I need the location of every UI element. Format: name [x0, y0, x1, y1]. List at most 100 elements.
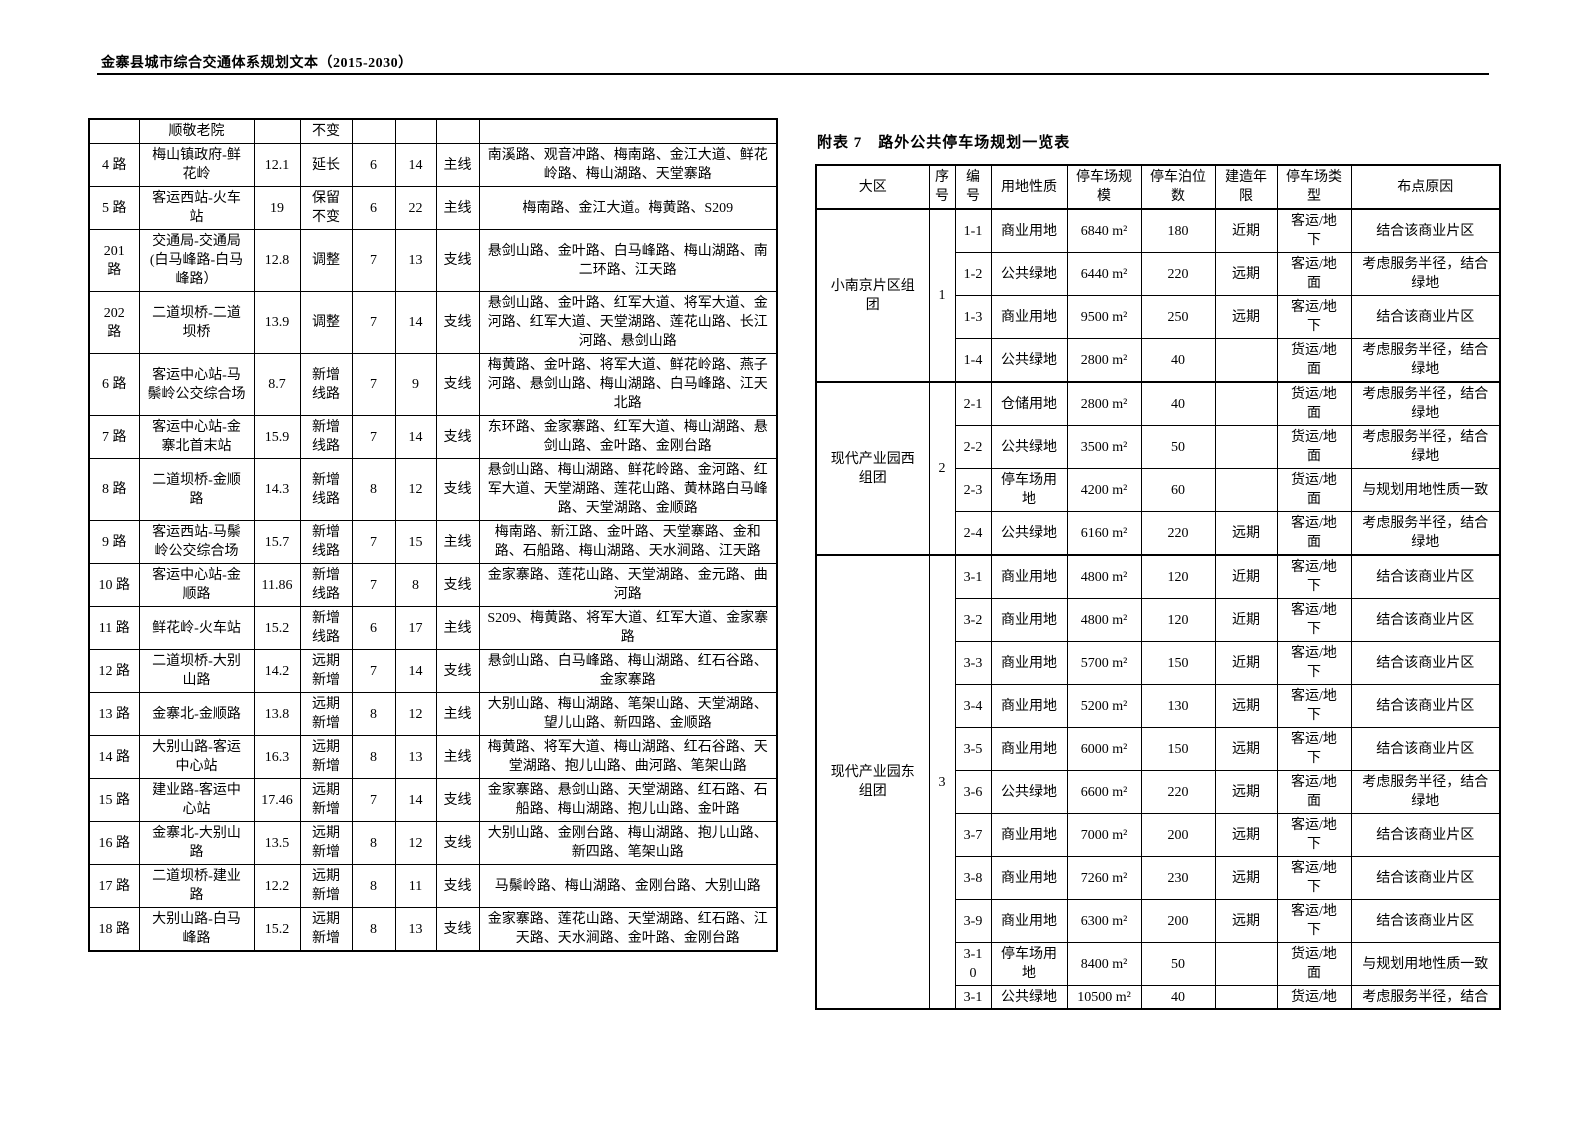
table-cell: 客运/地 下	[1276, 684, 1352, 728]
table-cell: 悬剑山路、梅山湖路、鲜花岭路、金河路、红军大道、天堂湖路、莲花山路、黄林路白马峰…	[478, 458, 778, 521]
table-cell: 8	[394, 563, 437, 607]
table-cell: 客运/地 面	[1276, 511, 1352, 556]
table-cell: 8	[351, 692, 396, 736]
table-cell: 13	[394, 229, 437, 292]
table-cell: 支线	[435, 821, 480, 865]
table-cell	[88, 118, 140, 144]
table-cell: 考虑服务半径，结合 绿地	[1350, 511, 1501, 556]
table-cell: 支线	[435, 907, 480, 952]
table-cell	[1214, 985, 1278, 1010]
table-cell: 二道坝桥-二道 坝桥	[138, 291, 255, 354]
table-cell: 15 路	[88, 778, 140, 822]
table-cell: 商业用地	[990, 641, 1068, 685]
table-cell: 2-1	[954, 381, 992, 426]
table-cell: 新增 线路	[299, 458, 353, 521]
table-cell: 4800 m²	[1066, 598, 1142, 642]
table-cell: 6 路	[88, 353, 140, 416]
table-cell: 40	[1140, 338, 1216, 383]
table-cell: 6300 m²	[1066, 899, 1142, 943]
table-cell: 220	[1140, 770, 1216, 814]
table-cell: 商业用地	[990, 208, 1068, 253]
table-cell: 商业用地	[990, 295, 1068, 339]
table-cell: 6600 m²	[1066, 770, 1142, 814]
table-cell: 14	[394, 291, 437, 354]
table-cell: 12 路	[88, 649, 140, 693]
table-cell	[1214, 381, 1278, 426]
table-cell: 50	[1140, 942, 1216, 986]
table-cell: 支线	[435, 458, 480, 521]
table-cell: 15	[394, 520, 437, 564]
parking-row: 2-3 停车场用 地 4200 m² 60 货运/地 面与规划用地性质一致	[816, 468, 1501, 512]
table-cell	[1214, 425, 1278, 469]
table-cell: 19	[253, 186, 301, 230]
table-cell: 7	[351, 229, 396, 292]
table-cell: 17 路	[88, 864, 140, 908]
table-cell: 8400 m²	[1066, 942, 1142, 986]
table-cell: 7260 m²	[1066, 856, 1142, 900]
table-cell: 5200 m²	[1066, 684, 1142, 728]
table-cell: 延长	[299, 143, 353, 187]
column-header: 停车泊位 数	[1140, 164, 1216, 210]
parking-row: 现代产业园西 组团 2 2-1 仓储用地 2800 m² 40 货运/地 面考虑服务半径，结…	[815, 381, 1501, 556]
table-cell: 7 路	[88, 415, 140, 459]
table-cell: 3-2	[954, 598, 992, 642]
table-cell: 远期	[1214, 770, 1278, 814]
table-cell: 17.46	[253, 778, 301, 822]
table-cell: 客运/地 下	[1276, 727, 1352, 771]
table-cell: 结合该商业片区	[1350, 684, 1501, 728]
table-cell: 大别山路-客运 中心站	[138, 735, 255, 779]
table-cell: 1-1	[954, 208, 992, 253]
table-cell	[1214, 338, 1278, 383]
column-header: 停车场规 模	[1066, 164, 1142, 210]
table-cell: 新增 线路	[299, 520, 353, 564]
table-cell: 商业用地	[990, 899, 1068, 943]
table-cell: 结合该商业片区	[1350, 813, 1501, 857]
table-cell: 客运/地 下	[1276, 598, 1352, 642]
bus-route-row: 8 路二道坝桥-金顺 路 14.3 新增 线路 8 12 支线 悬剑山路、梅山湖路、鲜花岭路…	[88, 458, 778, 521]
table-cell: 结合该商业片区	[1350, 727, 1501, 771]
table-cell: 8	[351, 821, 396, 865]
table-cell: 客运/地 下	[1276, 899, 1352, 943]
table-cell: 8	[351, 458, 396, 521]
table-cell	[1214, 468, 1278, 512]
table-cell: 3-3	[954, 641, 992, 685]
table-cell: 近期	[1214, 598, 1278, 642]
table-cell: 40	[1140, 985, 1216, 1010]
table-cell: 商业用地	[990, 727, 1068, 771]
column-header: 布点原因	[1350, 164, 1501, 210]
table-cell: 金家寨路、莲花山路、天堂湖路、金元路、曲河路	[478, 563, 778, 607]
table-cell: S209、梅黄路、将军大道、红军大道、金家寨路	[478, 606, 778, 650]
parking-table-body: 小南京片区组 团 1 1-1 商业用地 6840 m² 180 近期 客运/地 下结合该商业片…	[815, 208, 1501, 1010]
column-header: 用地性质	[990, 164, 1068, 210]
table-cell: 远期 新增	[299, 692, 353, 736]
table-cell: 远期	[1214, 252, 1278, 296]
table-cell: 40	[1140, 381, 1216, 426]
table-cell: 货运/地 面	[1276, 942, 1352, 986]
table-cell: 3-7	[954, 813, 992, 857]
table-cell: 150	[1140, 727, 1216, 771]
table-cell: 二道坝桥-建业 路	[138, 864, 255, 908]
table-cell: 230	[1140, 856, 1216, 900]
table-cell: 主线	[435, 692, 480, 736]
table-cell: 6000 m²	[1066, 727, 1142, 771]
sequence-cell: 3	[928, 554, 956, 1010]
table-cell: 远期	[1214, 295, 1278, 339]
table-cell: 梅南路、新江路、金叶路、天堂寨路、金和路、石船路、梅山湖路、天水涧路、江天路	[478, 520, 778, 564]
table-cell: 大别山路-白马 峰路	[138, 907, 255, 952]
table-cell: 主线	[435, 606, 480, 650]
parking-row: 3-6 公共绿地 6600 m² 220 远期 客运/地 面考虑服务半径，结合 绿地	[816, 770, 1501, 814]
table-cell: 10500 m²	[1066, 985, 1142, 1010]
table-cell: 11.86	[253, 563, 301, 607]
table-cell: 3-4	[954, 684, 992, 728]
bus-route-row: 14 路大别山路-客运 中心站 16.3 远期 新增 8 13 主线 梅黄路、将军大道、梅山…	[88, 735, 778, 779]
table-cell: 11	[394, 864, 437, 908]
table-cell: 7	[351, 520, 396, 564]
parking-row: 3-9 商业用地 6300 m² 200 远期 客运/地 下结合该商业片区	[816, 899, 1501, 943]
table-cell	[478, 118, 778, 144]
parking-row: 3-5 商业用地 6000 m² 150 远期 客运/地 下结合该商业片区	[816, 727, 1501, 771]
table-cell: 支线	[435, 353, 480, 416]
table-cell: 梅山镇政府-鲜 花岭	[138, 143, 255, 187]
table-cell: 4 路	[88, 143, 140, 187]
table-cell: 客运/地 面	[1276, 252, 1352, 296]
table-cell: 货运/地 面	[1276, 381, 1352, 426]
